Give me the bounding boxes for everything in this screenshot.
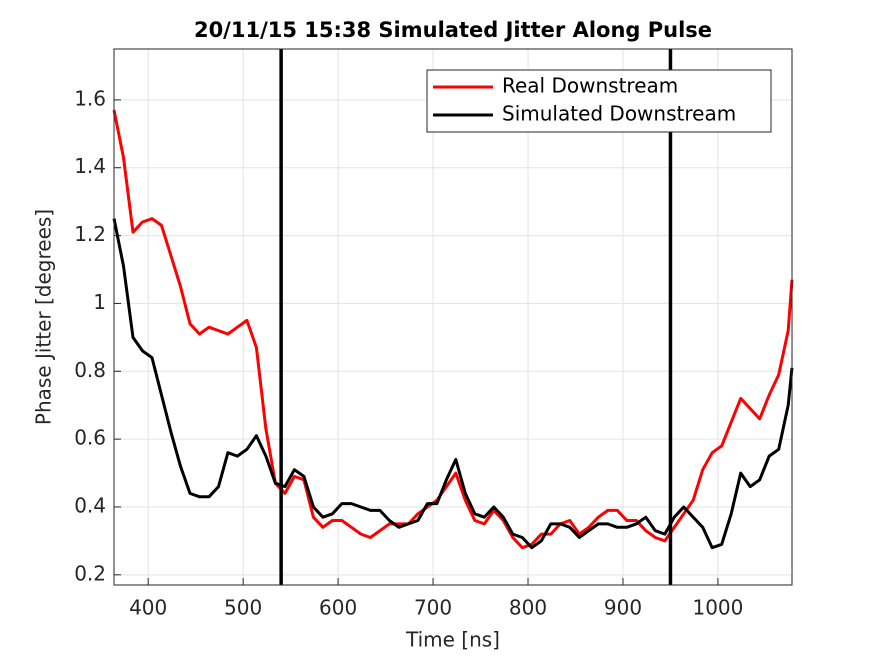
x-axis-label: Time [ns] [405, 628, 500, 652]
y-tick-label: 0.8 [74, 358, 106, 382]
y-tick-label: 0.4 [74, 493, 106, 517]
x-tick-label: 500 [224, 596, 262, 620]
y-axis-label: Phase Jitter [degrees] [32, 209, 56, 425]
y-tick-label: 1.4 [74, 154, 106, 178]
y-tick-label: 1.2 [74, 222, 106, 246]
legend-label: Real Downstream [502, 74, 678, 98]
x-tick-label: 400 [129, 596, 167, 620]
x-tick-label: 600 [319, 596, 357, 620]
y-tick-label: 1.6 [74, 86, 106, 110]
y-tick-label: 1 [93, 290, 106, 314]
legend-label: Simulated Downstream [502, 102, 736, 126]
data-line [112, 218, 794, 550]
y-tick-label: 0.2 [74, 561, 106, 585]
data-line [112, 109, 794, 550]
x-tick-label: 800 [509, 596, 547, 620]
x-tick-label: 900 [604, 596, 642, 620]
axes-box [113, 48, 793, 586]
x-tick-label: 700 [414, 596, 452, 620]
legend-box [426, 69, 772, 133]
chart-title: 20/11/15 15:38 Simulated Jitter Along Pu… [194, 18, 712, 42]
x-tick-label: 1000 [692, 596, 743, 620]
y-tick-label: 0.6 [74, 426, 106, 450]
